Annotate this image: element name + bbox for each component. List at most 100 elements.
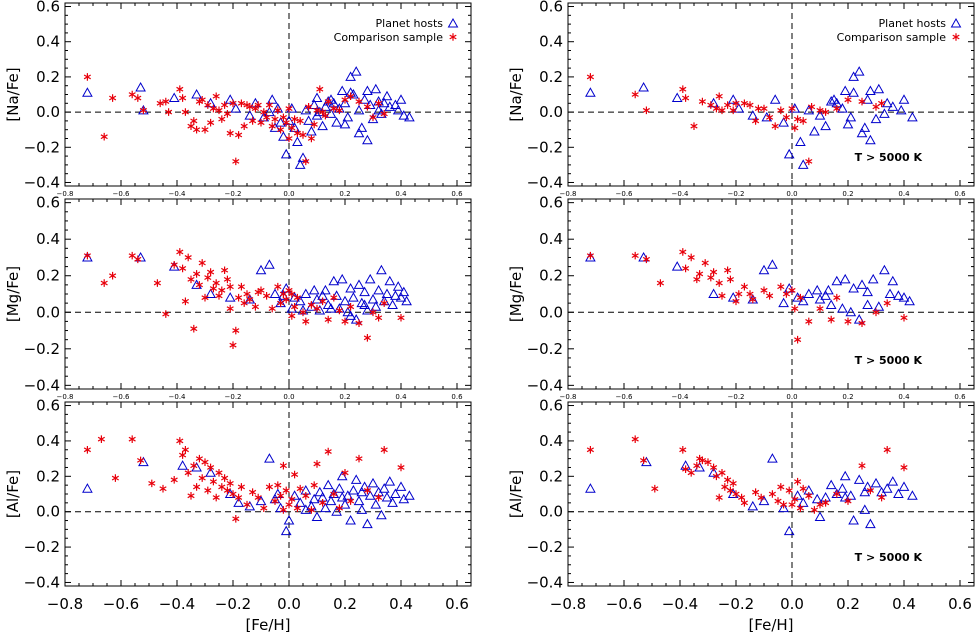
planet-host-point	[362, 304, 373, 315]
panel-na-all: −0.8 −0.6 −0.4 −0.2 0.0 0.2 0.4 0.6 0.6 0.4 0.2 0.0…	[4, 0, 472, 198]
planet-host-point	[585, 483, 596, 493]
legend-label-comparison-sample: Comparison sample	[837, 31, 947, 44]
comparison-sample-point	[715, 493, 723, 502]
x-tick-label: −0.4	[169, 190, 187, 198]
comparison-sample-point	[265, 101, 273, 109]
planet-host-point	[797, 159, 809, 169]
comparison-sample-point	[229, 490, 237, 498]
planet-host-point	[862, 94, 873, 104]
planet-host-point	[671, 261, 683, 271]
planet-host-point	[865, 518, 876, 529]
x-tick-label: 0.4	[898, 393, 910, 401]
planet-host-point	[362, 85, 373, 95]
planet-host-point	[671, 92, 683, 103]
planet-host-point	[848, 87, 859, 97]
comparison-sample-point	[221, 101, 229, 109]
comparison-sample-point	[679, 248, 687, 256]
comparison-sample-point	[712, 104, 720, 113]
comparison-sample-point	[198, 474, 206, 482]
temperature-cut-note: T > 5000 K	[855, 551, 923, 564]
comparison-sample-point	[682, 264, 690, 273]
x-tick-label: 0.4	[395, 393, 407, 401]
comparison-sample-point	[782, 290, 790, 298]
planet-host-point	[294, 159, 306, 169]
planet-host-point	[359, 481, 370, 491]
planet-host-point	[325, 303, 337, 313]
comparison-sample-point	[293, 129, 301, 138]
comparison-sample-point	[229, 99, 237, 108]
y-axis-label: [Na/Fe]	[4, 67, 22, 121]
comparison-sample-point	[299, 131, 307, 139]
x-tick-label: −0.2	[728, 393, 745, 401]
comparison-sample-point	[288, 124, 296, 132]
x-tick-label: 0.0	[283, 393, 294, 401]
comparison-sample-point	[201, 125, 209, 134]
planet-host-point	[898, 292, 910, 302]
comparison-sample-point	[380, 110, 388, 118]
planet-host-point	[336, 85, 348, 95]
comparison-sample-point	[833, 490, 841, 498]
panel-na-warm: −0.8 −0.6 −0.4 −0.2 0.0 0.2 0.4 0.6 0.6 0.4 0.2 0.0…	[507, 0, 975, 198]
planet-host-point	[837, 103, 848, 113]
comparison-sample-point	[305, 103, 313, 111]
comparison-sample-point	[235, 293, 243, 302]
y-tick-label: 0.6	[539, 194, 563, 212]
comparison-sample-point	[816, 500, 824, 509]
y-tick-label: 0.6	[36, 397, 60, 415]
y-tick-label: 0.2	[539, 267, 563, 285]
x-tick-label: 0.0	[283, 190, 294, 198]
comparison-sample-point	[883, 445, 891, 454]
comparison-sample-point	[165, 108, 173, 116]
y-tick-label: 0.2	[36, 68, 60, 86]
planet-host-point	[395, 292, 407, 302]
planet-host-point	[898, 481, 910, 491]
comparison-sample-point	[724, 101, 732, 109]
comparison-sample-point	[139, 106, 147, 115]
comparison-sample-point	[181, 108, 189, 116]
comparison-sample-point	[235, 131, 243, 139]
comparison-sample-point	[774, 497, 782, 505]
comparison-sample-point	[240, 299, 248, 307]
legend-marker-asterisk	[449, 33, 457, 41]
x-tick-label: 0.4	[389, 595, 413, 613]
comparison-sample-point	[710, 463, 718, 472]
comparison-sample-point	[827, 315, 835, 324]
series-planet-hosts	[82, 453, 415, 536]
planet-host-point	[230, 103, 242, 113]
comparison-sample-point	[752, 488, 760, 497]
x-tick-label: 0.6	[451, 190, 463, 198]
legend-label-planet-hosts: Planet hosts	[376, 17, 444, 30]
comparison-sample-point	[232, 326, 240, 335]
comparison-sample-point	[696, 270, 704, 278]
comparison-sample-point	[274, 106, 282, 115]
x-tick-label: 0.6	[445, 595, 469, 613]
comparison-sample-point	[375, 493, 383, 502]
comparison-sample-point	[226, 129, 234, 138]
planet-host-point	[345, 282, 356, 293]
x-tick-label: 0.6	[948, 595, 972, 613]
comparison-sample-point	[268, 122, 276, 130]
comparison-sample-point	[324, 97, 332, 106]
comparison-sample-point	[212, 279, 220, 287]
comparison-sample-point	[215, 106, 223, 115]
comparison-sample-point	[268, 304, 276, 313]
comparison-sample-point	[226, 282, 234, 291]
comparison-sample-point	[738, 493, 746, 502]
comparison-sample-point	[232, 157, 240, 166]
series-planet-hosts	[585, 453, 918, 536]
planet-host-point	[384, 476, 396, 486]
comparison-sample-point	[218, 286, 226, 295]
comparison-sample-point	[794, 477, 802, 486]
comparison-sample-point	[805, 491, 813, 500]
comparison-sample-point	[279, 506, 287, 514]
planet-host-point	[853, 66, 865, 76]
comparison-sample-point	[193, 483, 201, 491]
planet-host-point	[727, 292, 739, 302]
comparison-sample-point	[170, 260, 178, 269]
comparison-sample-point	[808, 103, 816, 111]
planet-host-point	[339, 499, 351, 509]
legend-label-comparison-sample: Comparison sample	[334, 31, 444, 44]
planet-host-point	[758, 264, 770, 275]
comparison-sample-point	[271, 115, 279, 123]
